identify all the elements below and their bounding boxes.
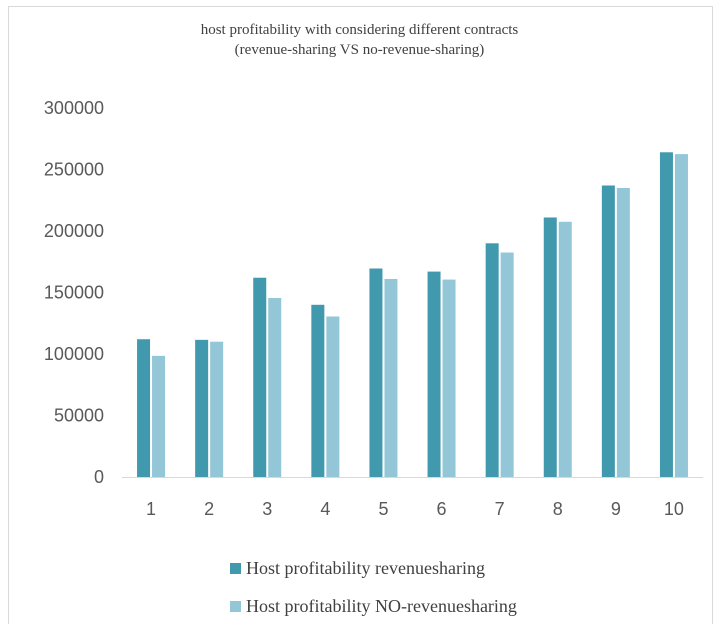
y-tick-label: 0: [94, 467, 104, 487]
y-tick-label: 50000: [54, 406, 104, 426]
bar-series-2-category-7: [500, 252, 514, 477]
bar-series-2-category-6: [442, 279, 456, 477]
chart-title-line-1: host profitability with considering diff…: [200, 22, 519, 38]
bar-series-1-category-8: [543, 217, 557, 477]
bar-series-2-category-10: [674, 154, 688, 477]
bar-series-1-category-5: [369, 268, 383, 477]
bar-series-2-category-3: [268, 298, 282, 477]
x-tick-label: 2: [204, 499, 214, 519]
bar-series-2-category-5: [384, 278, 398, 477]
legend-item-no-revenuesharing: Host profitability NO-revenuesharing: [230, 593, 650, 619]
x-tick-label: 6: [437, 499, 447, 519]
bar-series-2-category-9: [616, 187, 630, 477]
bar-series-1-category-7: [485, 243, 499, 477]
legend-label-no-revenuesharing: Host profitability NO-revenuesharing: [246, 595, 517, 616]
bar-series-1-category-4: [311, 304, 325, 477]
x-tick-label: 1: [146, 499, 156, 519]
y-tick-label: 150000: [44, 283, 104, 303]
y-tick-label: 100000: [44, 344, 104, 364]
chart-frame: [8, 6, 713, 624]
x-tick-label: 4: [320, 499, 330, 519]
x-tick-label: 3: [262, 499, 272, 519]
y-tick-label: 200000: [44, 221, 104, 241]
x-tick-label: 5: [378, 499, 388, 519]
legend-item-revenuesharing: Host profitability revenuesharing: [230, 555, 650, 581]
bar-series-1-category-9: [601, 185, 615, 478]
y-tick-label: 300000: [44, 98, 104, 118]
chart-title: host profitability with considering diff…: [0, 20, 719, 60]
legend-swatch-no-revenuesharing: [230, 600, 241, 612]
x-tick-label: 7: [495, 499, 505, 519]
x-axis-ticks: 1 2 3 4 5 6 7 8 9 10: [146, 499, 684, 519]
bar-series-1-category-1: [137, 339, 151, 477]
bar-series-2-category-4: [326, 316, 340, 477]
bars: [137, 152, 688, 478]
y-axis-ticks: 0 50000 100000 150000 200000 250000 300000: [44, 98, 104, 487]
legend-swatch-revenuesharing: [230, 562, 241, 574]
bar-series-2-category-2: [210, 341, 224, 477]
bar-series-1-category-10: [659, 152, 673, 477]
bar-series-1-category-3: [253, 277, 267, 477]
bar-series-2-category-1: [152, 355, 166, 477]
x-tick-label: 10: [664, 499, 684, 519]
chart-title-line-2: (revenue-sharing VS no-revenue-sharing): [234, 42, 485, 58]
bar-series-2-category-8: [558, 221, 572, 477]
legend-label-revenuesharing: Host profitability revenuesharing: [246, 557, 485, 578]
bar-series-1-category-2: [195, 339, 209, 477]
bar-chart: 0 50000 100000 150000 200000 250000 300000 1 2 3…: [44, 98, 703, 519]
y-tick-label: 250000: [44, 160, 104, 180]
x-tick-label: 9: [611, 499, 621, 519]
x-tick-label: 8: [553, 499, 563, 519]
bar-series-1-category-6: [427, 271, 441, 477]
